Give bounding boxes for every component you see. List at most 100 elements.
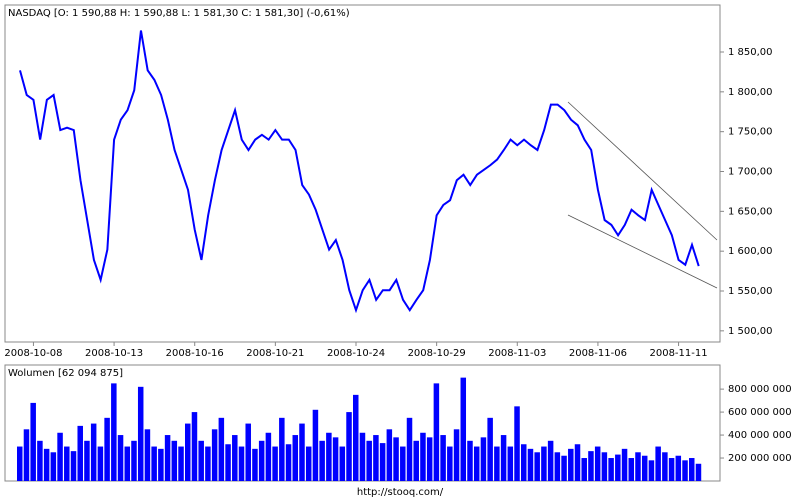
volume-bar xyxy=(265,432,272,481)
volume-bar xyxy=(581,458,587,481)
volume-bar xyxy=(339,446,346,481)
volume-bar xyxy=(621,448,628,481)
volume-bar xyxy=(541,446,547,481)
volume-bar xyxy=(648,460,655,481)
volume-bar xyxy=(17,446,23,481)
volume-bar xyxy=(191,412,198,481)
volume-bar xyxy=(554,452,561,481)
volume-bar xyxy=(426,437,433,481)
x-tick-label: 2008-11-11 xyxy=(649,348,707,359)
volume-bar xyxy=(527,448,534,481)
volume-bar xyxy=(158,448,164,481)
x-tick-label: 2008-10-16 xyxy=(166,348,224,359)
volume-bar xyxy=(689,458,695,481)
x-tick-label: 2008-11-03 xyxy=(488,348,546,359)
volume-bar xyxy=(77,425,83,481)
volume-bar xyxy=(84,440,90,481)
volume-bar xyxy=(353,394,359,481)
volume-bar xyxy=(594,446,601,481)
y-tick-label: 800 000 000 xyxy=(728,384,792,395)
volume-bar xyxy=(326,432,332,481)
volume-bar xyxy=(185,423,191,481)
y-tick-label: 1 550,00 xyxy=(728,286,773,297)
price-line xyxy=(19,30,700,314)
volume-bar xyxy=(285,444,292,481)
volume-bar xyxy=(144,429,151,481)
volume-bar xyxy=(615,454,621,481)
x-tick-label: 2008-10-13 xyxy=(85,348,143,359)
volume-title: Wolumen [62 094 875] xyxy=(8,368,123,379)
volume-bar xyxy=(70,451,77,481)
volume-bar xyxy=(547,440,554,481)
y-tick-label: 1 800,00 xyxy=(728,87,773,98)
volume-bar xyxy=(319,440,325,481)
volume-bar xyxy=(97,446,104,481)
footer: http://stooq.com/ xyxy=(357,487,444,498)
volume-bar xyxy=(111,383,117,481)
volume-bar xyxy=(440,435,446,481)
x-tick-label: 2008-10-29 xyxy=(408,348,466,359)
x-tick-label: 2008-10-21 xyxy=(246,348,304,359)
volume-bar xyxy=(400,446,406,481)
volume-bar xyxy=(50,452,57,481)
volume-bar xyxy=(164,435,171,481)
volume-bar xyxy=(420,432,426,481)
volume-bar xyxy=(312,409,319,481)
y-tick-label: 1 700,00 xyxy=(728,167,773,178)
volume-bar xyxy=(373,435,379,481)
x-tick-label: 2008-10-24 xyxy=(327,348,385,359)
volume-bar xyxy=(433,383,440,481)
volume-bar xyxy=(473,446,480,481)
volume-bar xyxy=(131,440,137,481)
volume-bar xyxy=(668,458,675,481)
volume-bar xyxy=(655,446,661,481)
price-panel xyxy=(4,4,721,343)
volume-bar xyxy=(641,455,648,481)
volume-bar xyxy=(467,440,473,481)
volume-bar xyxy=(453,429,460,481)
volume-bar xyxy=(588,451,594,481)
volume-bar xyxy=(305,446,312,481)
volume-bar xyxy=(252,448,258,481)
volume-bar xyxy=(662,452,668,481)
volume-bar xyxy=(359,432,366,481)
volume-bar xyxy=(379,443,386,481)
y-tick-label: 1 650,00 xyxy=(728,206,773,217)
volume-bar xyxy=(225,444,231,481)
x-tick-label: 2008-10-08 xyxy=(4,348,62,359)
volume-bar xyxy=(23,429,30,481)
trend-line xyxy=(567,101,718,241)
volume-bar xyxy=(117,435,124,481)
volume-bar xyxy=(272,446,278,481)
volume-bar xyxy=(366,440,372,481)
volume-bar xyxy=(514,406,520,481)
volume-bar xyxy=(37,440,43,481)
volume-bar xyxy=(386,429,393,481)
volume-bar xyxy=(151,446,157,481)
volume-bar xyxy=(245,423,251,481)
volume-bar xyxy=(675,455,682,481)
volume-bar xyxy=(406,417,413,481)
volume-bar xyxy=(171,440,178,481)
volume-bar xyxy=(460,377,467,481)
volume-bar xyxy=(574,444,581,481)
volume-bar xyxy=(480,437,487,481)
y-tick-label: 1 500,00 xyxy=(728,326,773,337)
volume-bar xyxy=(494,446,500,481)
volume-bar xyxy=(507,446,514,481)
volume-bar xyxy=(534,452,540,481)
volume-bar xyxy=(178,446,184,481)
volume-bar xyxy=(635,452,641,481)
y-tick-label: 600 000 000 xyxy=(728,407,792,418)
volume-bar xyxy=(601,452,608,481)
volume-bar xyxy=(447,446,453,481)
volume-bar xyxy=(218,417,225,481)
volume-bar xyxy=(299,423,305,481)
volume-bar xyxy=(198,440,204,481)
volume-bar xyxy=(568,448,574,481)
volume-bar xyxy=(561,455,567,481)
volume-bar xyxy=(521,444,527,481)
volume-bar xyxy=(43,448,50,481)
volume-bar xyxy=(258,440,265,481)
